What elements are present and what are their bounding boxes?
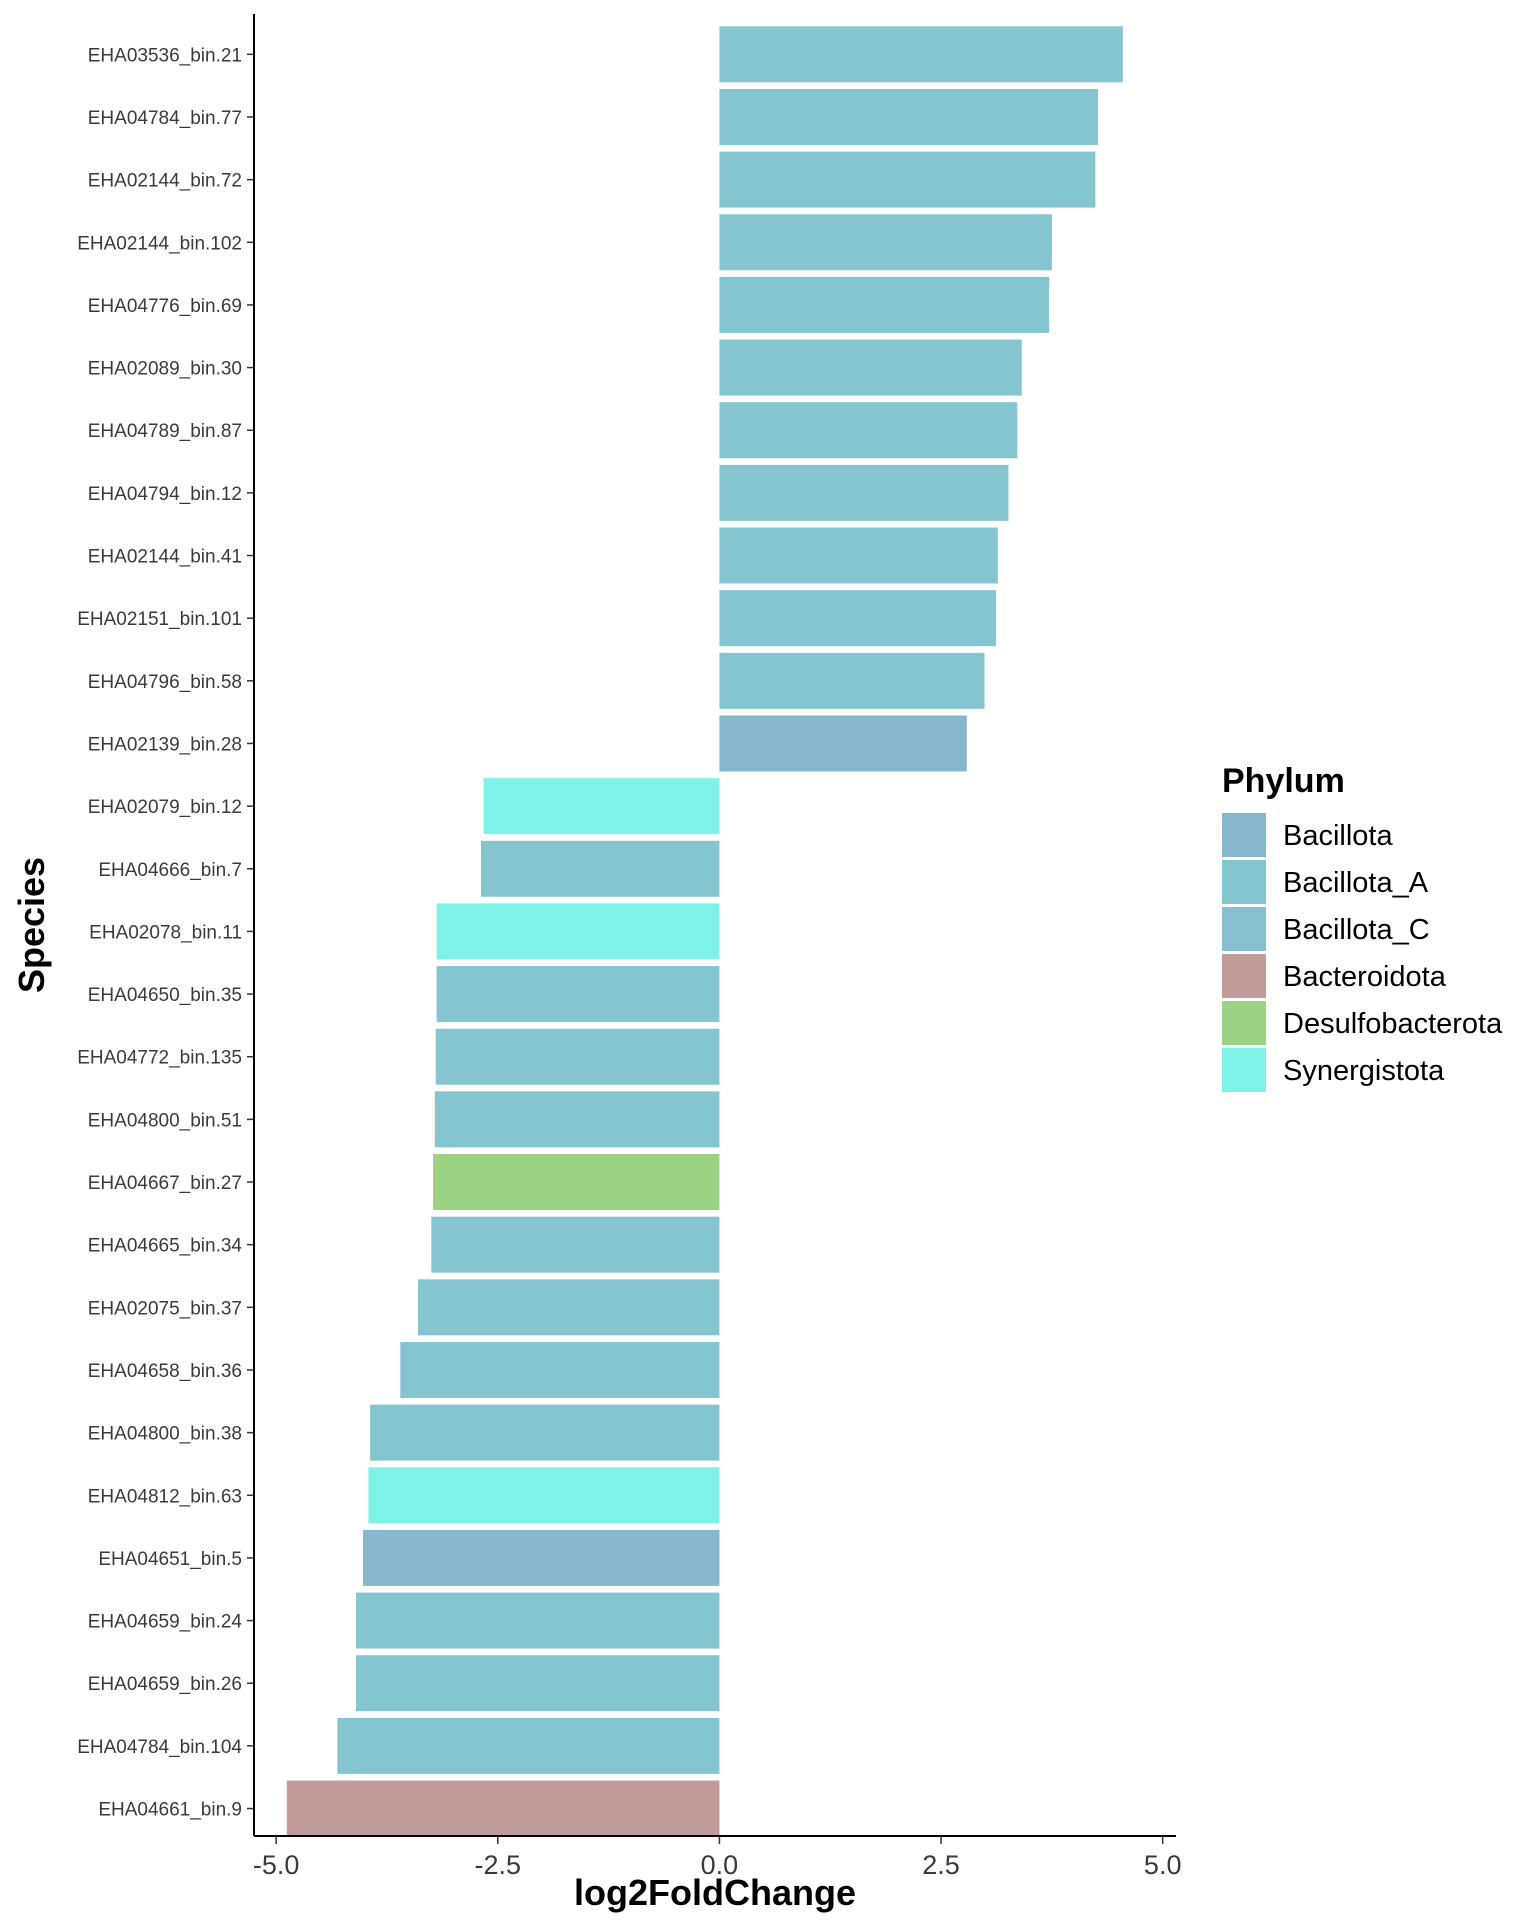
- x-axis-title: log2FoldChange: [574, 1872, 856, 1913]
- y-tick-label: EHA04659_bin.26: [88, 1674, 242, 1695]
- bar-EHA04650_bin.35: [436, 966, 720, 1023]
- legend-key-Desulfobacterota: [1222, 1001, 1266, 1045]
- bar-EHA04651_bin.5: [363, 1529, 720, 1586]
- x-tick-label: -5.0: [253, 1850, 300, 1880]
- y-axis: EHA03536_bin.21 EHA04784_bin.77 EHA02144_b…: [77, 14, 255, 1836]
- bar-EHA04789_bin.87: [719, 402, 1018, 459]
- bar-EHA02089_bin.30: [719, 339, 1022, 396]
- y-tick-label: EHA04667_bin.27: [88, 1173, 242, 1194]
- y-tick-label: EHA04650_bin.35: [88, 985, 242, 1006]
- y-tick-label: EHA04812_bin.63: [88, 1486, 242, 1507]
- bar-EHA02151_bin.101: [719, 590, 997, 647]
- legend-label: Bacillota: [1283, 820, 1393, 852]
- legend-label: Bacillota_A: [1283, 867, 1429, 899]
- y-tick-label: EHA02079_bin.12: [88, 797, 242, 818]
- y-tick-label: EHA02078_bin.11: [89, 922, 242, 943]
- bar-EHA02144_bin.102: [719, 214, 1052, 271]
- bar-EHA04665_bin.34: [431, 1216, 720, 1273]
- legend-label: Desulfobacterota: [1283, 1008, 1503, 1040]
- x-tick-label: 2.5: [922, 1850, 960, 1880]
- legend: Phylum Bacillota Bacillota_A Bacillota_C Ba…: [1222, 762, 1503, 1092]
- y-tick-label: EHA03536_bin.21: [88, 45, 242, 66]
- y-tick-label: EHA04661_bin.9: [98, 1800, 242, 1821]
- y-tick-label: EHA04658_bin.36: [88, 1361, 242, 1382]
- legend-key-Synergistota: [1222, 1048, 1266, 1092]
- y-tick-label: EHA02139_bin.28: [88, 734, 242, 755]
- bar-EHA04812_bin.63: [368, 1467, 720, 1524]
- bar-EHA04796_bin.58: [719, 652, 985, 709]
- legend-key-Bacillota_C: [1222, 907, 1266, 951]
- legend-key-Bacteroidota: [1222, 954, 1266, 998]
- bar-EHA04666_bin.7: [480, 840, 720, 897]
- legend-key-Bacillota: [1222, 813, 1266, 857]
- y-tick-label: EHA02144_bin.72: [88, 171, 242, 192]
- x-tick-label: 5.0: [1144, 1850, 1182, 1880]
- y-tick-label: EHA04800_bin.38: [88, 1424, 242, 1445]
- bar-EHA02144_bin.72: [719, 151, 1096, 208]
- bar-EHA04658_bin.36: [400, 1341, 720, 1398]
- bar-EHA04784_bin.104: [337, 1717, 720, 1774]
- y-tick-label: EHA04651_bin.5: [98, 1549, 242, 1570]
- y-tick-label: EHA04796_bin.58: [88, 672, 242, 693]
- y-tick-label: EHA04666_bin.7: [98, 860, 242, 881]
- y-tick-label: EHA02151_bin.101: [77, 609, 242, 630]
- y-tick-label: EHA02075_bin.37: [88, 1298, 242, 1319]
- bar-EHA04659_bin.24: [355, 1592, 720, 1649]
- y-axis-title: Species: [11, 857, 52, 993]
- y-tick-label: EHA02089_bin.30: [88, 359, 242, 380]
- y-tick-label: EHA04659_bin.24: [88, 1612, 243, 1633]
- y-tick-label: EHA04784_bin.104: [77, 1737, 242, 1758]
- legend-label: Bacteroidota: [1283, 961, 1447, 993]
- bar-EHA04772_bin.135: [435, 1028, 720, 1085]
- bar-EHA04794_bin.12: [719, 464, 1009, 521]
- x-tick-label: 0.0: [701, 1850, 739, 1880]
- bar-EHA04776_bin.69: [719, 276, 1050, 333]
- bar-EHA04667_bin.27: [433, 1154, 720, 1211]
- y-tick-label: EHA04776_bin.69: [88, 296, 242, 317]
- x-tick-label: -2.5: [475, 1850, 522, 1880]
- bar-EHA04800_bin.38: [370, 1404, 720, 1461]
- y-tick-label: EHA04789_bin.87: [88, 421, 242, 442]
- bar-EHA02078_bin.11: [436, 903, 720, 960]
- bar-EHA02075_bin.37: [418, 1279, 720, 1336]
- bar-EHA02139_bin.28: [719, 715, 967, 772]
- y-tick-label: EHA02144_bin.41: [88, 547, 242, 568]
- legend-key-Bacillota_A: [1222, 860, 1266, 904]
- bar-EHA02144_bin.41: [719, 527, 998, 584]
- legend-label: Bacillota_C: [1283, 914, 1430, 946]
- bars-layer: [286, 26, 1123, 1837]
- y-tick-label: EHA04665_bin.34: [88, 1236, 243, 1257]
- legend-title: Phylum: [1222, 762, 1345, 800]
- y-tick-label: EHA02144_bin.102: [77, 233, 242, 254]
- y-tick-label: EHA04772_bin.135: [77, 1048, 242, 1069]
- legend-label: Synergistota: [1283, 1055, 1445, 1087]
- bar-EHA03536_bin.21: [719, 26, 1123, 83]
- bar-EHA04784_bin.77: [719, 88, 1098, 145]
- bar-EHA02079_bin.12: [483, 778, 720, 835]
- y-tick-label: EHA04794_bin.12: [88, 484, 242, 505]
- bar-EHA04800_bin.51: [434, 1091, 720, 1148]
- y-tick-label: EHA04784_bin.77: [88, 108, 242, 129]
- bar-EHA04661_bin.9: [286, 1780, 720, 1837]
- y-tick-label: EHA04800_bin.51: [88, 1110, 242, 1131]
- x-axis: -5.0 -2.5 0.0 2.5 5.0: [253, 1835, 1182, 1880]
- bar-EHA04659_bin.26: [355, 1655, 720, 1712]
